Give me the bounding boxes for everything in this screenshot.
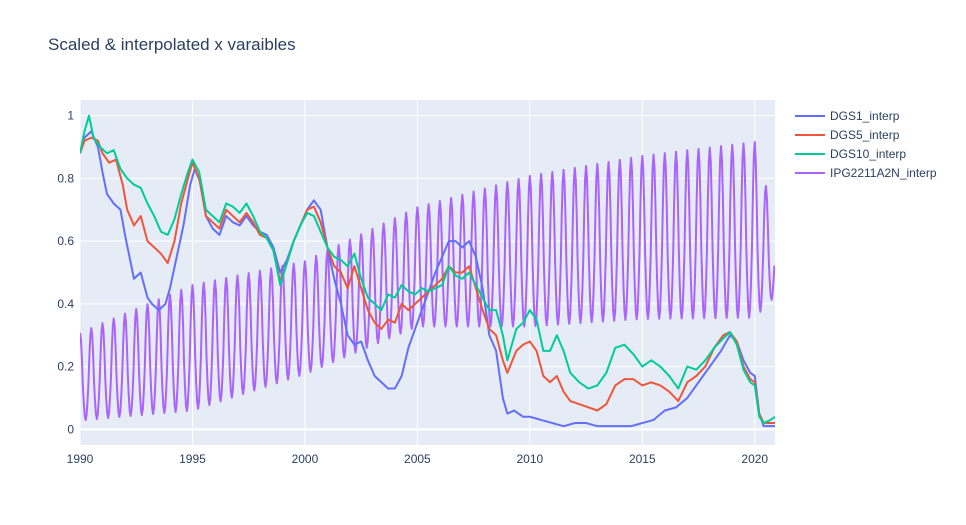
legend-label: DGS5_interp: [830, 128, 900, 142]
y-tick-label: 0.8: [57, 171, 74, 185]
series-line-dgs10-interp[interactable]: [80, 114, 775, 425]
chart-title: Scaled & interpolated x varaibles: [48, 35, 296, 54]
x-tick-label: 2000: [292, 452, 319, 466]
series-lines: [80, 114, 775, 428]
legend-item[interactable]: IPG2211A2N_interp: [795, 166, 937, 180]
legend: DGS1_interp DGS5_interp DGS10_interp IPG221…: [795, 109, 937, 180]
series-line-ipg2211a2n-interp[interactable]: [80, 141, 775, 422]
x-tick-label: 1995: [179, 452, 206, 466]
series-line-dgs5-interp[interactable]: [80, 136, 775, 425]
x-tick-label: 1990: [67, 452, 94, 466]
y-tick-label: 0.4: [57, 297, 74, 311]
legend-item[interactable]: DGS10_interp: [795, 147, 906, 161]
x-tick-label: 2005: [404, 452, 431, 466]
y-tick-label: 0: [67, 422, 74, 436]
y-axis-ticks: 0 0.2 0.4 0.6 0.8 1: [57, 109, 74, 437]
legend-label: DGS1_interp: [830, 109, 900, 123]
x-tick-label: 2015: [629, 452, 656, 466]
x-tick-label: 2020: [741, 452, 768, 466]
legend-label: DGS10_interp: [830, 147, 906, 161]
y-tick-label: 0.2: [57, 360, 74, 374]
y-tick-label: 0.6: [57, 234, 74, 248]
x-axis-ticks: 1990 1995 2000 2005 2010 2015 2020: [67, 452, 769, 466]
x-tick-label: 2010: [516, 452, 543, 466]
legend-item[interactable]: DGS1_interp: [795, 109, 900, 123]
legend-label: IPG2211A2N_interp: [830, 166, 937, 180]
legend-item[interactable]: DGS5_interp: [795, 128, 900, 142]
y-tick-label: 1: [67, 109, 74, 123]
series-line-dgs1-interp[interactable]: [80, 130, 775, 428]
